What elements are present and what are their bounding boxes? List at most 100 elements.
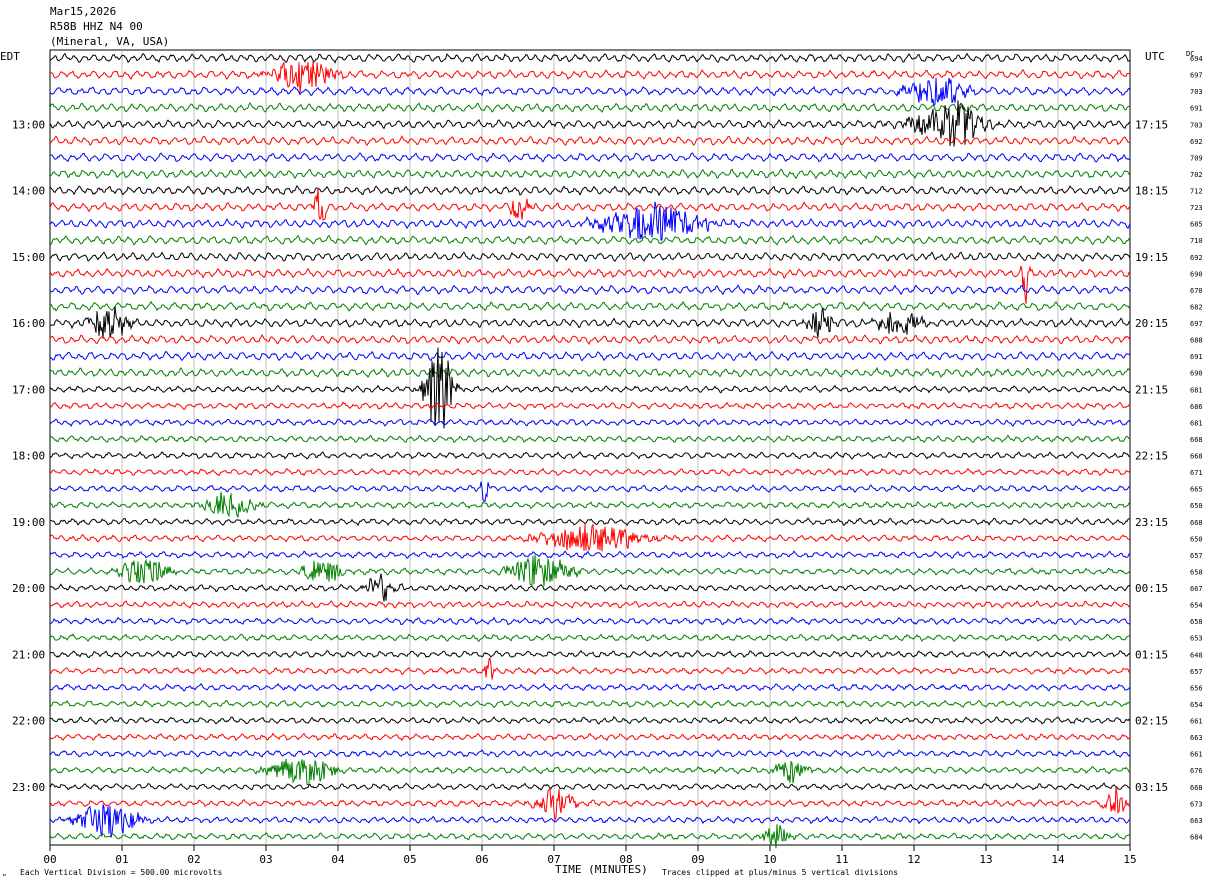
trace-line <box>49 333 1131 346</box>
corner-mark: " <box>2 873 7 882</box>
left-hour-label: 19:00 <box>12 516 45 529</box>
trace-line <box>49 633 1131 643</box>
left-hour-label: 13:00 <box>12 118 45 131</box>
dc-offset-label: 681 <box>1190 386 1203 394</box>
trace-line <box>49 306 1131 339</box>
dc-offset-label: 692 <box>1190 138 1203 146</box>
trace-line <box>49 573 1131 602</box>
left-hour-label: 23:00 <box>12 781 45 794</box>
x-axis-title: TIME (MINUTES) <box>555 863 648 876</box>
dc-offset-label: 682 <box>1190 303 1203 311</box>
trace-line <box>49 366 1131 379</box>
trace-line <box>49 554 1131 587</box>
dc-offset-label: 694 <box>1190 55 1203 63</box>
trace-line <box>49 804 1131 838</box>
trace-line <box>49 152 1131 163</box>
right-hour-label: 21:15 <box>1135 383 1168 396</box>
x-tick-label: 15 <box>1123 853 1136 866</box>
trace-line <box>49 187 1131 221</box>
dc-offset-label: 668 <box>1190 519 1203 527</box>
label-layer: EDT UTC DC TIME (MINUTES) Each Vertical … <box>0 50 1203 882</box>
trace-line <box>49 135 1131 147</box>
dc-offset-label: 703 <box>1190 121 1203 129</box>
trace-line <box>49 52 1131 64</box>
dc-offset-label: 656 <box>1190 684 1203 692</box>
trace-line <box>49 715 1131 725</box>
dc-offset-label: 671 <box>1190 469 1203 477</box>
trace-line <box>49 417 1131 428</box>
dc-offset-label: 703 <box>1190 88 1203 96</box>
trace-line <box>49 467 1131 477</box>
trace-line <box>49 491 1131 519</box>
header-date: Mar15,2026 <box>50 5 117 18</box>
dc-offset-label: 654 <box>1190 701 1203 709</box>
trace-line <box>49 401 1131 411</box>
dc-offset-label: 657 <box>1190 552 1203 560</box>
trace-line <box>49 300 1131 312</box>
dc-offset-label: 685 <box>1190 221 1203 229</box>
trace-line <box>49 201 1131 241</box>
trace-layer <box>49 52 1131 849</box>
trace-line <box>49 616 1131 626</box>
dc-offset-label: 723 <box>1190 204 1203 212</box>
trace-line <box>49 656 1131 680</box>
dc-offset-label: 654 <box>1190 602 1203 610</box>
dc-offset-label: 667 <box>1190 585 1203 593</box>
dc-offset-label: 665 <box>1190 486 1203 494</box>
trace-line <box>49 517 1131 527</box>
x-tick-label: 05 <box>403 853 416 866</box>
trace-line <box>49 749 1131 759</box>
trace-line <box>49 523 1131 552</box>
trace-line <box>49 251 1131 263</box>
x-tick-label: 12 <box>907 853 920 866</box>
left-hour-label: 21:00 <box>12 648 45 661</box>
trace-line <box>49 786 1131 822</box>
x-tick-label: 10 <box>763 853 776 866</box>
dc-offset-label: 670 <box>1190 287 1203 295</box>
dc-offset-label: 661 <box>1190 751 1203 759</box>
dc-offset-label: 691 <box>1190 353 1203 361</box>
dc-offset-label: 690 <box>1190 370 1203 378</box>
trace-line <box>49 682 1131 692</box>
x-tick-label: 04 <box>331 853 345 866</box>
left-hour-label: 20:00 <box>12 582 45 595</box>
trace-line <box>49 100 1131 147</box>
division-note: Each Vertical Division = 500.00 microvol… <box>20 868 222 877</box>
dc-offset-label: 702 <box>1190 171 1203 179</box>
trace-line <box>49 101 1131 113</box>
clip-note: Traces clipped at plus/minus 5 vertical … <box>662 868 898 877</box>
trace-line <box>49 451 1131 460</box>
dc-offset-label: 673 <box>1190 800 1203 808</box>
left-hour-label: 17:00 <box>12 383 45 396</box>
x-tick-label: 02 <box>187 853 200 866</box>
dc-offset-label: 686 <box>1190 403 1203 411</box>
x-tick-label: 07 <box>547 853 560 866</box>
dc-offset-label: 690 <box>1190 270 1203 278</box>
trace-line <box>49 168 1131 180</box>
x-tick-label: 09 <box>691 853 704 866</box>
dc-offset-label: 648 <box>1190 651 1203 659</box>
trace-line <box>49 61 1131 93</box>
right-hour-label: 17:15 <box>1135 118 1168 131</box>
right-hour-label: 19:15 <box>1135 251 1168 264</box>
trace-line <box>49 699 1131 709</box>
dc-offset-label: 663 <box>1190 817 1203 825</box>
trace-line <box>49 758 1131 786</box>
left-hour-label: 22:00 <box>12 715 45 728</box>
dc-offset-label: 663 <box>1190 734 1203 742</box>
dc-offset-label: 709 <box>1190 154 1203 162</box>
trace-line <box>49 550 1131 560</box>
dc-offset-label: 684 <box>1190 833 1203 841</box>
dc-offset-label: 710 <box>1190 237 1203 245</box>
dc-offset-label: 661 <box>1190 718 1203 726</box>
left-hour-label: 15:00 <box>12 251 45 264</box>
trace-line <box>49 77 1131 107</box>
dc-offset-label: 668 <box>1190 453 1203 461</box>
x-tick-label: 08 <box>619 853 632 866</box>
trace-line <box>49 481 1131 503</box>
right-hour-label: 18:15 <box>1135 185 1168 198</box>
trace-line <box>49 600 1131 610</box>
dc-offset-label: 657 <box>1190 668 1203 676</box>
dc-offset-label: 676 <box>1190 767 1203 775</box>
